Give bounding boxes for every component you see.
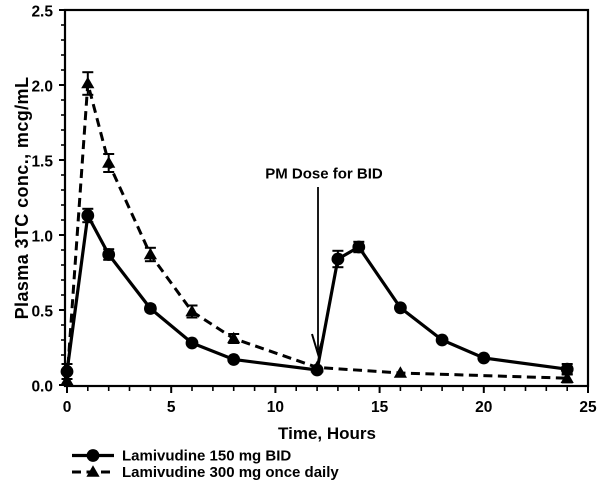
svg-text:Lamivudine 150 mg BID: Lamivudine 150 mg BID — [122, 448, 291, 465]
svg-text:Lamivudine 300 mg once daily: Lamivudine 300 mg once daily — [122, 464, 339, 481]
svg-text:Time, Hours: Time, Hours — [278, 424, 376, 443]
svg-text:2.0: 2.0 — [31, 79, 53, 96]
svg-text:0.5: 0.5 — [31, 304, 53, 321]
svg-text:2.5: 2.5 — [31, 4, 53, 21]
svg-text:10: 10 — [267, 399, 284, 416]
svg-text:Plasma 3TC conc., mcg/mL: Plasma 3TC conc., mcg/mL — [12, 77, 32, 320]
svg-text:0.0: 0.0 — [31, 379, 53, 396]
svg-text:15: 15 — [371, 399, 389, 416]
svg-text:20: 20 — [475, 399, 492, 416]
svg-text:25: 25 — [579, 399, 597, 416]
svg-text:1.5: 1.5 — [31, 154, 53, 171]
svg-text:1.0: 1.0 — [31, 229, 53, 246]
svg-text:0: 0 — [63, 399, 72, 416]
svg-text:5: 5 — [167, 399, 176, 416]
svg-text:PM Dose for BID: PM Dose for BID — [265, 166, 383, 183]
